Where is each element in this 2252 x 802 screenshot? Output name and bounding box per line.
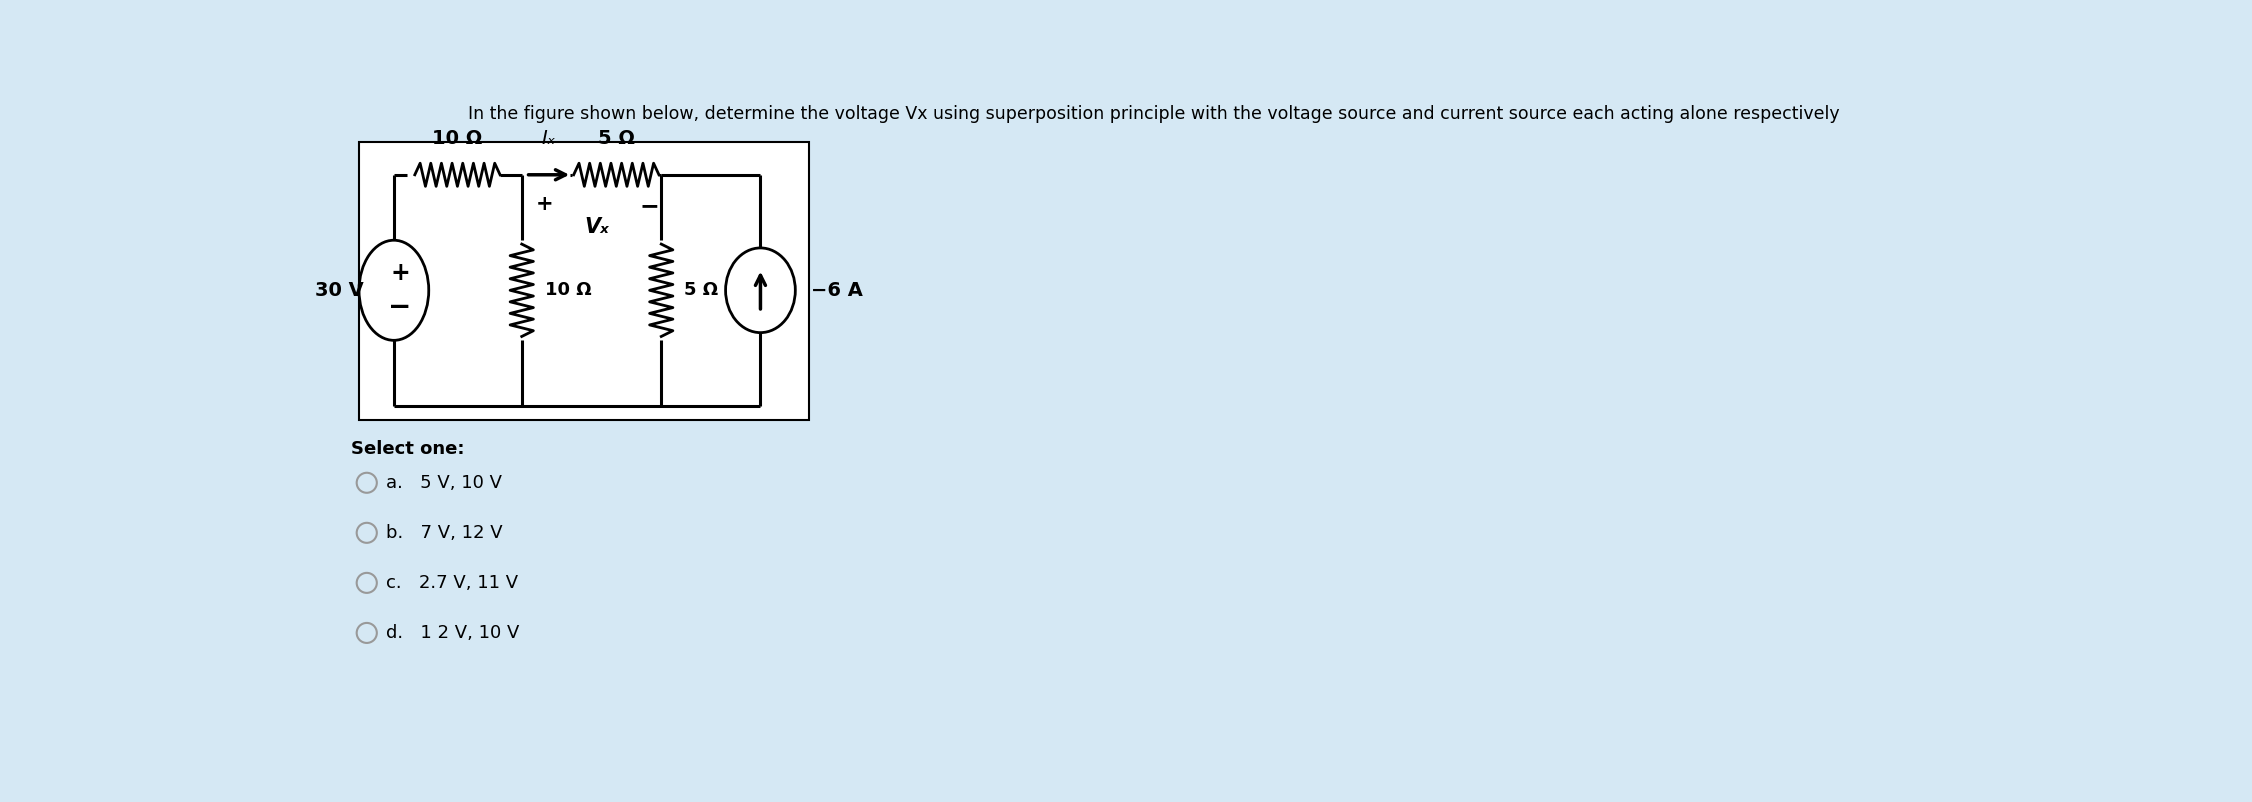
Text: +: + [536,194,554,214]
Text: c.   2.7 V, 11 V: c. 2.7 V, 11 V [385,574,518,592]
Text: 30 V: 30 V [315,281,365,300]
Text: −: − [640,194,660,218]
FancyBboxPatch shape [358,143,808,419]
Text: b.   7 V, 12 V: b. 7 V, 12 V [385,524,502,542]
Text: +: + [390,261,410,286]
Text: Vₓ: Vₓ [586,217,610,237]
Text: Select one:: Select one: [351,440,464,459]
Text: In the figure shown below, determine the voltage Vx using superposition principl: In the figure shown below, determine the… [468,106,1840,124]
Text: d.   1 2 V, 10 V: d. 1 2 V, 10 V [385,624,520,642]
Text: a.   5 V, 10 V: a. 5 V, 10 V [385,474,502,492]
Text: −: − [387,294,412,322]
Text: 5 Ω: 5 Ω [597,129,635,148]
Text: 5 Ω: 5 Ω [685,282,718,299]
Text: 10 Ω: 10 Ω [545,282,592,299]
Text: 10 Ω: 10 Ω [432,129,482,148]
Text: Iₓ: Iₓ [543,129,556,148]
Text: −6 A: −6 A [811,281,863,300]
